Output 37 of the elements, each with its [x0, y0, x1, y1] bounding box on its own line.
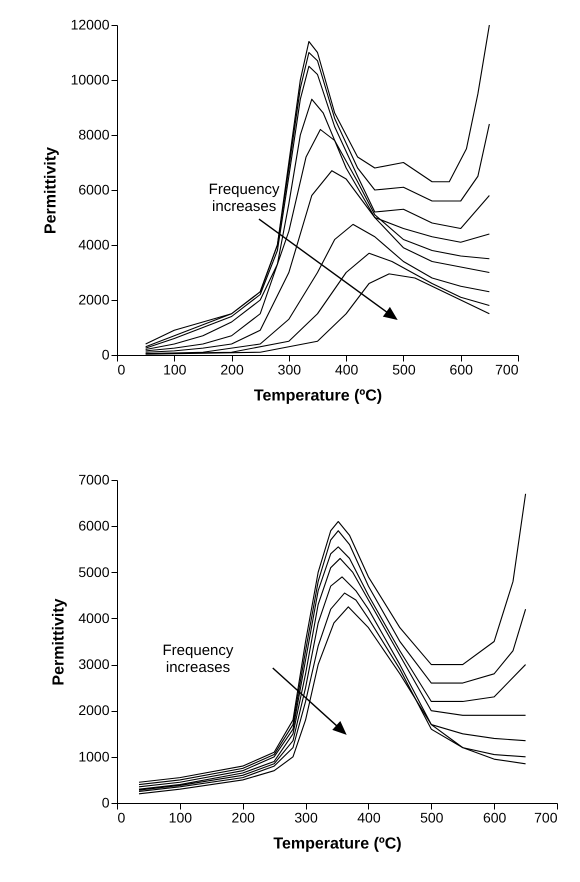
x-tick-label: 200	[232, 810, 256, 826]
annotation: Frequency increases	[208, 181, 280, 216]
y-tick-label: 1000	[78, 748, 110, 764]
x-tick-label: 600	[482, 810, 507, 826]
annotation: Frequency increases	[162, 642, 234, 676]
y-tick-label: 3000	[78, 656, 110, 672]
x-tick-label: 400	[334, 362, 359, 378]
x-tick-label: 300	[278, 362, 302, 378]
y-tick-label: 2000	[78, 292, 110, 308]
y-tick-label: 8000	[78, 126, 110, 142]
y-tick-label: 6000	[78, 518, 110, 534]
x-tick-label: 100	[168, 810, 192, 826]
x-tick-label: 700	[534, 810, 558, 826]
y-tick-label: 4000	[78, 610, 110, 626]
x-tick-label: 600	[450, 362, 474, 378]
x-tick-label: 500	[392, 362, 416, 378]
x-tick-label: 0	[118, 362, 126, 378]
y-tick-label: 0	[102, 346, 110, 362]
y-axis-title: Permittivity	[42, 146, 60, 234]
y-tick-label: 7000	[78, 472, 110, 488]
x-tick-label: 100	[163, 362, 187, 378]
y-tick-label: 2000	[78, 702, 110, 718]
y-axis-title: Permittivity	[50, 598, 68, 686]
y-tick-label: 10000	[70, 72, 110, 88]
x-tick-label: 300	[294, 810, 318, 826]
y-tick-label: 12000	[70, 16, 110, 32]
x-tick-label: 200	[220, 362, 244, 378]
y-tick-label: 5000	[78, 564, 110, 580]
y-tick-label: 6000	[78, 182, 110, 198]
y-tick-label: 0	[102, 794, 110, 810]
y-tick-label: 4000	[78, 236, 110, 252]
x-axis-title: Temperature (ºC)	[254, 388, 382, 404]
x-tick-label: 700	[495, 362, 519, 378]
x-tick-label: 500	[420, 810, 444, 826]
x-tick-label: 0	[118, 810, 126, 826]
x-axis-title: Temperature (ºC)	[273, 836, 402, 852]
x-tick-label: 400	[357, 810, 381, 826]
